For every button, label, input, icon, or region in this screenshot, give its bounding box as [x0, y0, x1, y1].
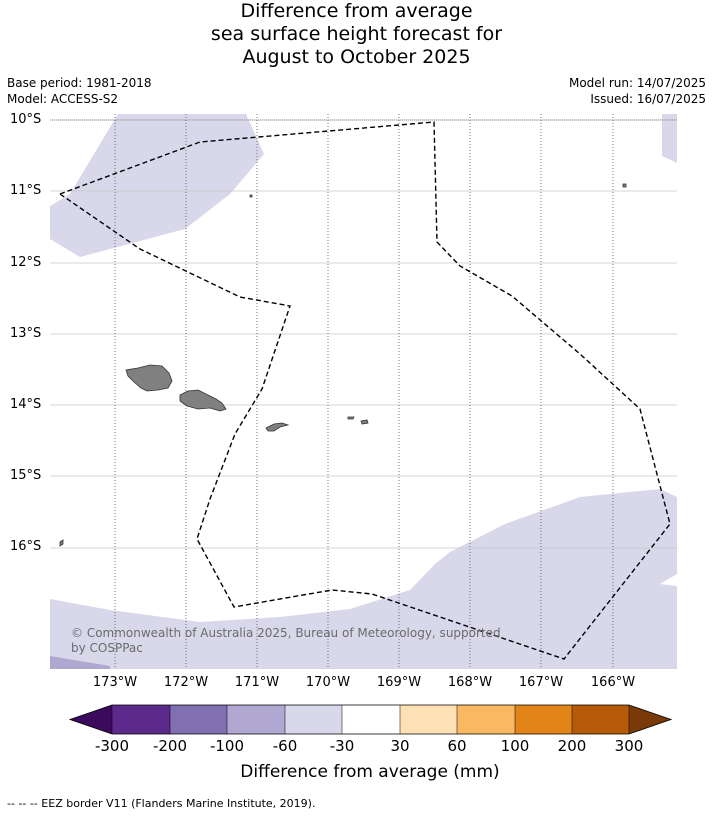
- colorbar-segment-8: [515, 705, 572, 734]
- colorbar-label: -200: [152, 737, 188, 755]
- map-title: Difference from average sea surface heig…: [0, 0, 713, 69]
- land-tutuila-island: [265, 422, 290, 432]
- lon-gridlines: [114, 114, 614, 669]
- land-savaii-island: [125, 364, 173, 392]
- colorbar-segment-7: [457, 705, 515, 734]
- colorbar-extend-high: [629, 705, 671, 734]
- colorbar-dividers: [111, 705, 630, 734]
- title-line-1: Difference from average: [240, 0, 473, 22]
- base-period: Base period: 1981-2018: [7, 76, 152, 90]
- lat-label-16s: 16°S: [10, 539, 42, 554]
- lon-label-169w: 169°W: [376, 675, 422, 690]
- anomaly-region-northwest: [50, 114, 264, 257]
- land-upolu-island: [179, 389, 227, 412]
- colorbar-segment-2: [170, 705, 227, 734]
- colorbar-label: -100: [209, 737, 245, 755]
- eez-footnote: -- -- -- EEZ border V11 (Flanders Marine…: [7, 797, 316, 810]
- lon-label-171w: 171°W: [234, 675, 280, 690]
- colorbar-title: Difference from average (mm): [240, 762, 500, 782]
- model-name: Model: ACCESS-S2: [7, 92, 119, 106]
- lat-label-12s: 12°S: [10, 255, 42, 270]
- colorbar-segment-5: [342, 705, 400, 734]
- lat-label-11s: 11°S: [10, 183, 42, 198]
- colorbar-segment-6: [400, 705, 457, 734]
- model-run: Model run: 14/07/2025: [568, 76, 706, 90]
- lat-gridlines: [50, 119, 677, 549]
- map-area[interactable]: [50, 114, 677, 669]
- land-ofu-olosega-island: [347, 416, 355, 420]
- land-small-islet-southwest: [59, 539, 64, 547]
- lat-label-14s: 14°S: [10, 397, 42, 412]
- land-tau-island: [360, 419, 369, 425]
- colorbar-extend-low: [70, 705, 112, 734]
- meta-left: Base period: 1981-2018 Model: ACCESS-S2: [7, 75, 152, 107]
- colorbar-label: 100: [500, 737, 530, 755]
- lon-label-172w: 172°W: [163, 675, 209, 690]
- lon-label-167w: 167°W: [518, 675, 564, 690]
- copyright-notice: © Commonwealth of Australia 2025, Bureau…: [71, 626, 501, 655]
- colorbar: [68, 704, 673, 735]
- title-line-2: sea surface height forecast for: [210, 23, 503, 45]
- title-line-3: August to October 2025: [242, 46, 471, 68]
- colorbar-segment-3: [227, 705, 285, 734]
- anomaly-region-south: [50, 489, 677, 669]
- land-swains-island: [622, 183, 627, 188]
- lat-label-10s: 10°S: [10, 112, 42, 127]
- colorbar-segment-1: [112, 705, 170, 734]
- land-small-islet-north: [249, 194, 253, 198]
- eez-border: [58, 121, 671, 660]
- colorbar-label: 60: [447, 737, 467, 755]
- lon-label-168w: 168°W: [447, 675, 493, 690]
- colorbar-segment-4: [285, 705, 342, 734]
- lon-label-170w: 170°W: [305, 675, 351, 690]
- lon-label-166w: 166°W: [590, 675, 636, 690]
- colorbar-label: -30: [329, 737, 355, 755]
- lat-label-15s: 15°S: [10, 468, 42, 483]
- map-svg: [50, 114, 677, 669]
- colorbar-label: -60: [272, 737, 298, 755]
- anomaly-region-northeast: [662, 114, 677, 163]
- colorbar-label: 300: [614, 737, 644, 755]
- colorbar-label: 200: [557, 737, 587, 755]
- lon-label-173w: 173°W: [92, 675, 138, 690]
- colorbar-segment-9: [572, 705, 629, 734]
- colorbar-label: -300: [94, 737, 130, 755]
- colorbar-label: 30: [390, 737, 410, 755]
- meta-right: Model run: 14/07/2025 Issued: 16/07/2025: [569, 75, 706, 107]
- lat-label-13s: 13°S: [10, 326, 42, 341]
- anomaly-region-southwest-darker: [50, 656, 110, 669]
- issued-date: Issued: 16/07/2025: [590, 92, 706, 106]
